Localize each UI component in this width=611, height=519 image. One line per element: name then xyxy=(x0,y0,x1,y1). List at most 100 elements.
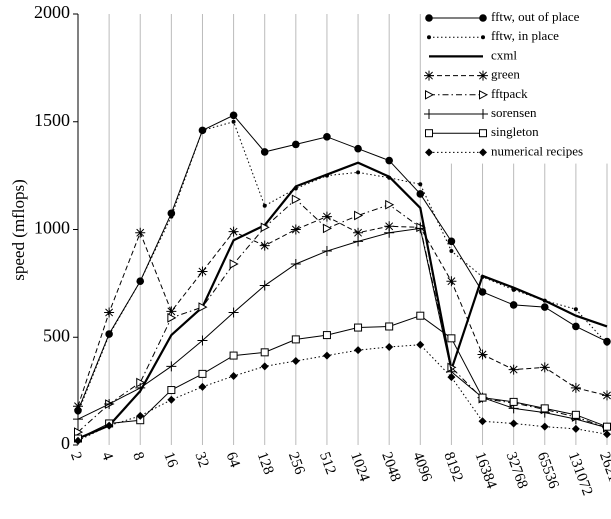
x-tick-label: 32768 xyxy=(503,450,531,491)
marker xyxy=(478,109,488,119)
marker xyxy=(197,266,208,277)
marker xyxy=(416,340,425,349)
x-tick-label: 128 xyxy=(254,450,277,477)
x-tick-label: 512 xyxy=(316,450,339,477)
marker xyxy=(425,148,433,157)
marker xyxy=(136,411,145,420)
marker xyxy=(260,348,269,357)
x-tick-label: 131072 xyxy=(565,450,595,498)
series-line xyxy=(77,121,608,413)
marker xyxy=(73,414,83,425)
marker xyxy=(262,203,267,208)
marker xyxy=(198,382,207,391)
marker xyxy=(603,422,611,431)
marker xyxy=(229,372,238,381)
marker xyxy=(231,119,236,124)
marker xyxy=(385,199,395,210)
marker xyxy=(479,148,487,157)
marker xyxy=(354,346,363,355)
marker xyxy=(322,331,331,340)
x-tick-label: 8192 xyxy=(440,450,465,484)
legend-box xyxy=(425,8,611,164)
marker xyxy=(446,276,457,287)
x-tick-label: 4 xyxy=(98,450,116,463)
marker xyxy=(385,342,394,351)
marker xyxy=(229,259,239,269)
marker xyxy=(425,14,433,22)
x-tick-label: 64 xyxy=(223,450,243,470)
legend-label: sorensen xyxy=(491,105,537,120)
series-line xyxy=(77,344,608,442)
series-line xyxy=(77,161,608,440)
legend-label: fftw, in place xyxy=(491,28,559,43)
x-tick-label: 8 xyxy=(129,450,147,463)
marker xyxy=(602,390,611,401)
marker xyxy=(447,237,456,246)
marker xyxy=(478,70,488,81)
series-line xyxy=(77,315,608,439)
x-tick-label: 32 xyxy=(191,450,211,470)
marker xyxy=(353,227,364,238)
y-tick-label: 1000 xyxy=(34,218,70,238)
x-tick-label: 256 xyxy=(285,450,308,477)
marker xyxy=(481,35,485,40)
x-tick-label: 1024 xyxy=(347,450,372,484)
marker xyxy=(197,335,208,346)
marker xyxy=(479,14,487,22)
x-tick-label: 65536 xyxy=(534,450,562,491)
marker xyxy=(228,226,239,237)
marker xyxy=(321,246,332,257)
y-axis-label: speed (mflops) xyxy=(9,179,28,281)
marker xyxy=(477,349,488,360)
legend-label: cxml xyxy=(491,47,517,62)
marker xyxy=(291,335,300,344)
marker xyxy=(200,128,205,133)
marker xyxy=(424,109,434,119)
marker xyxy=(167,209,176,218)
marker xyxy=(540,422,549,431)
legend-label: fftw, out of place xyxy=(491,9,580,24)
marker xyxy=(104,307,115,318)
marker xyxy=(570,382,581,393)
marker xyxy=(290,258,301,269)
marker xyxy=(571,410,580,419)
marker xyxy=(571,424,580,433)
marker xyxy=(447,373,456,382)
marker xyxy=(138,279,143,284)
marker xyxy=(573,307,578,312)
marker xyxy=(290,224,301,235)
marker xyxy=(167,386,176,395)
marker xyxy=(425,129,433,138)
marker xyxy=(447,334,456,343)
marker xyxy=(479,129,487,138)
marker xyxy=(539,362,550,373)
marker xyxy=(449,249,454,254)
marker xyxy=(323,133,331,141)
marker xyxy=(74,436,82,445)
legend-label: fftpack xyxy=(491,86,528,101)
marker xyxy=(509,397,518,406)
marker xyxy=(259,280,270,291)
marker xyxy=(260,148,269,156)
marker xyxy=(107,333,112,338)
marker xyxy=(104,399,115,410)
y-tick-label: 500 xyxy=(43,325,70,345)
marker xyxy=(74,427,84,437)
marker xyxy=(260,362,269,371)
series-line xyxy=(77,198,608,433)
series-line xyxy=(77,216,608,407)
marker xyxy=(292,140,300,149)
marker xyxy=(260,222,270,233)
marker xyxy=(478,393,487,402)
marker xyxy=(385,322,394,331)
marker xyxy=(479,89,489,100)
marker xyxy=(508,364,519,375)
marker xyxy=(198,302,208,312)
x-tick-label: 16 xyxy=(160,450,180,470)
marker xyxy=(384,221,395,232)
marker xyxy=(322,223,333,234)
marker xyxy=(169,214,174,219)
legend-label: singleton xyxy=(491,124,539,139)
x-tick-label: 2048 xyxy=(378,450,403,484)
